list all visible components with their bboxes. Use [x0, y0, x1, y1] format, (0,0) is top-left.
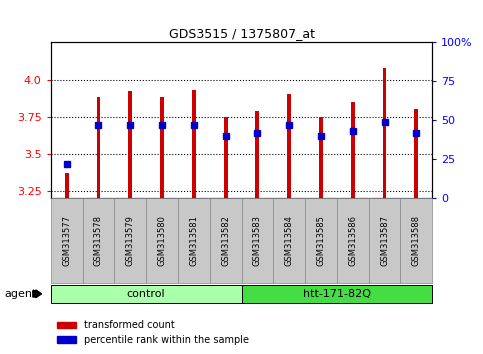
Bar — [192, 90, 196, 198]
Bar — [224, 117, 227, 198]
Text: GSM313581: GSM313581 — [189, 215, 199, 266]
Legend: transformed count, percentile rank within the sample: transformed count, percentile rank withi… — [53, 316, 253, 349]
Text: GSM313578: GSM313578 — [94, 215, 103, 266]
Bar — [128, 91, 132, 198]
Bar — [319, 117, 323, 198]
Title: GDS3515 / 1375807_at: GDS3515 / 1375807_at — [169, 27, 314, 40]
Bar — [414, 109, 418, 198]
Bar — [65, 173, 69, 198]
Text: GSM313584: GSM313584 — [284, 215, 294, 266]
Text: GSM313586: GSM313586 — [348, 215, 357, 266]
Bar — [383, 68, 386, 198]
Text: GSM313577: GSM313577 — [62, 215, 71, 266]
Text: GSM313580: GSM313580 — [157, 215, 167, 266]
Text: GSM313585: GSM313585 — [316, 215, 326, 266]
Text: control: control — [127, 289, 165, 299]
Text: agent: agent — [5, 289, 37, 299]
Text: GSM313579: GSM313579 — [126, 215, 135, 266]
Text: GSM313587: GSM313587 — [380, 215, 389, 266]
Bar — [160, 97, 164, 198]
Text: GSM313588: GSM313588 — [412, 215, 421, 266]
Bar — [256, 111, 259, 198]
Bar — [287, 95, 291, 198]
Text: GSM313583: GSM313583 — [253, 215, 262, 266]
Text: htt-171-82Q: htt-171-82Q — [303, 289, 371, 299]
Bar — [97, 97, 100, 198]
Bar — [351, 102, 355, 198]
Text: GSM313582: GSM313582 — [221, 215, 230, 266]
